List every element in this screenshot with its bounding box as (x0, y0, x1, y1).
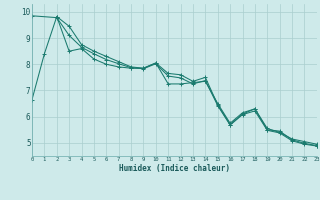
X-axis label: Humidex (Indice chaleur): Humidex (Indice chaleur) (119, 164, 230, 173)
